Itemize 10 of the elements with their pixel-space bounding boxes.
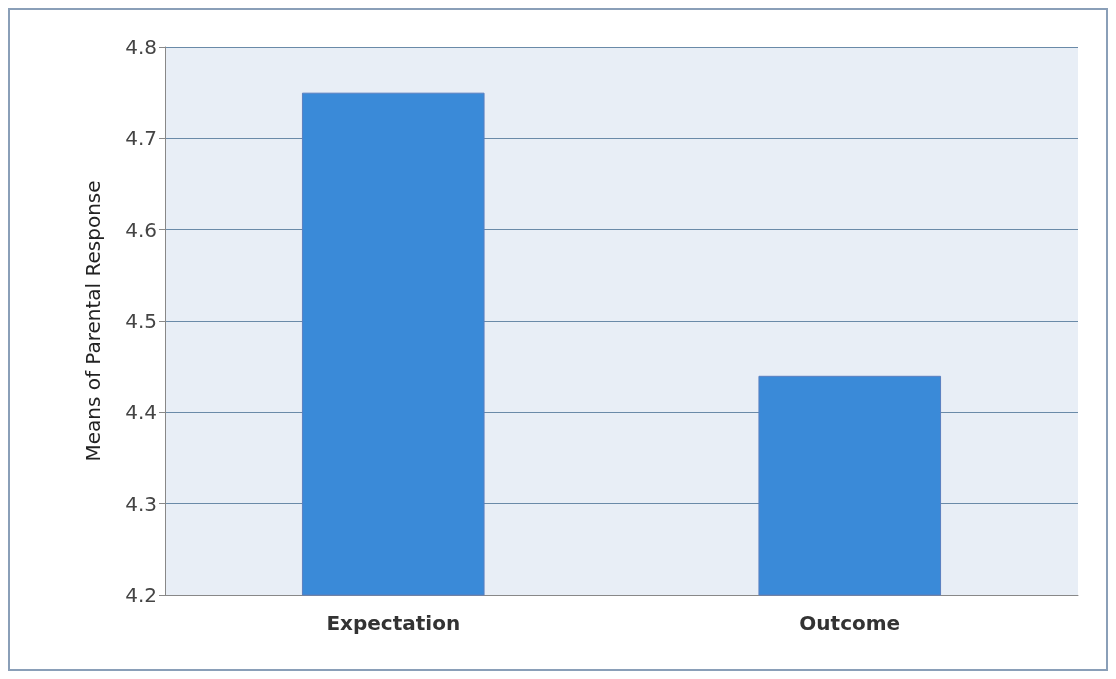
y-tick-label: 4.7: [125, 126, 157, 151]
y-tick-label: 4.2: [125, 583, 157, 607]
y-tick-label: 4.6: [125, 217, 157, 242]
y-tick-label: 4.8: [125, 35, 157, 59]
y-tick-label: 4.3: [125, 491, 157, 516]
x-tick-label: Expectation: [326, 611, 461, 635]
y-tick-label: 4.4: [125, 400, 157, 425]
y-tick-label: 4.5: [125, 309, 157, 333]
x-tick-label: Outcome: [799, 611, 901, 635]
y-axis-title: Means of Parental Response: [81, 180, 105, 462]
